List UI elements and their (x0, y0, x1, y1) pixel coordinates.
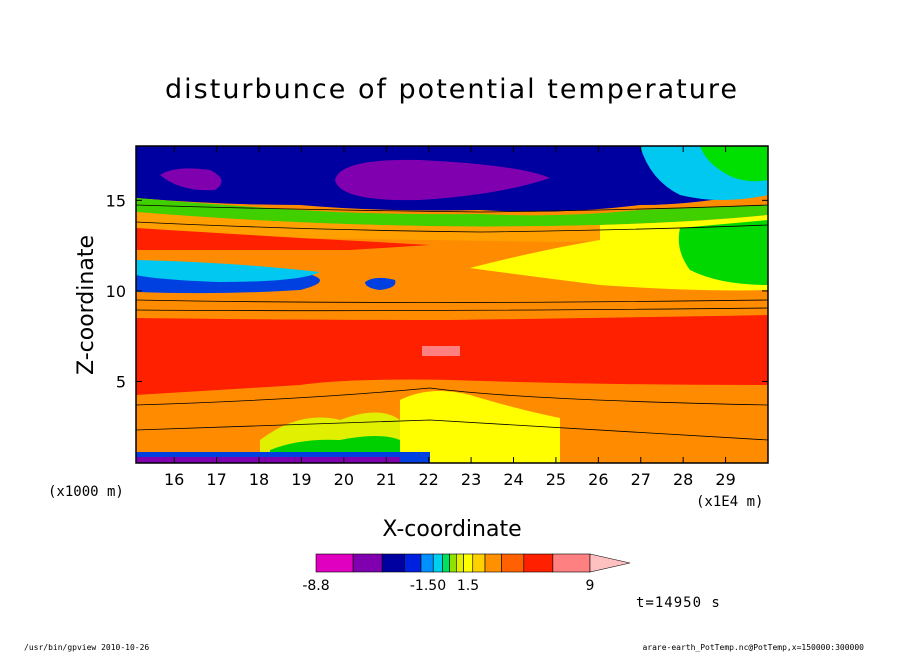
colorbar-swatch (472, 553, 486, 573)
y-tick-label: 5 (116, 372, 126, 391)
y-unit-label: (x1000 m) (48, 484, 124, 500)
colorbar-swatch (381, 553, 405, 573)
x-tick-label: 24 (503, 470, 523, 489)
purple-small (160, 168, 222, 191)
colorbar-swatch (432, 553, 443, 573)
colorbar-swatch (420, 553, 434, 573)
x-tick-label: 18 (249, 470, 269, 489)
time-label: t=14950 s (636, 595, 721, 611)
colorbar (315, 553, 631, 573)
colorbar-swatch (501, 553, 525, 573)
colorbar-swatch (352, 553, 383, 573)
x-tick-label: 26 (588, 470, 608, 489)
x-tick-label: 22 (418, 470, 438, 489)
colorbar-label: 9 (586, 578, 595, 594)
footer-left-text: /usr/bin/gpview 2010-10-26 (24, 643, 150, 652)
green-band (136, 198, 768, 227)
colorbar-label: 1.5 (457, 578, 479, 594)
x-tick-label: 20 (334, 470, 354, 489)
x-axis-ticks: 16 17 18 19 20 21 22 23 24 25 26 27 28 29 (164, 146, 736, 489)
colorbar-swatch (449, 553, 457, 573)
colorbar-swatch (484, 553, 502, 573)
cyan-band-mid (136, 260, 320, 282)
x-tick-label: 21 (376, 470, 396, 489)
x-tick-label: 27 (631, 470, 651, 489)
x-axis-label: X-coordinate (382, 517, 521, 542)
footer-right-text: arare-earth_PotTemp.nc@PotTemp,x=150000:… (642, 643, 864, 652)
chart-title: disturbunce of potential temperature (165, 74, 739, 105)
colorbar-swatch (463, 553, 474, 573)
colorbar-swatch (552, 553, 591, 573)
green-right (678, 220, 768, 285)
x-tick-label: 19 (291, 470, 311, 489)
x-tick-label: 17 (206, 470, 226, 489)
colorbar-swatch (523, 553, 554, 573)
y-axis-ticks: 5 10 15 (106, 191, 768, 391)
red-band-upper (136, 228, 430, 250)
x-tick-label: 25 (546, 470, 566, 489)
x-tick-label: 23 (461, 470, 481, 489)
upper-green-band (700, 146, 768, 182)
x-unit-label: (x1E4 m) (696, 494, 763, 510)
colorbar-swatch (456, 553, 464, 573)
colorbar-swatch (442, 553, 450, 573)
contour-lines (136, 204, 768, 441)
colorbar-label: -1.50 (410, 578, 446, 594)
y-tick-label: 10 (106, 282, 126, 301)
y-axis-label: Z-coordinate (74, 235, 99, 375)
contour-field (136, 146, 768, 463)
x-tick-label: 16 (164, 470, 184, 489)
blue-small-mid (365, 277, 396, 290)
colorbar-swatch (404, 553, 422, 573)
bottom-purple (136, 457, 400, 463)
colorbar-label: -8.8 (302, 578, 329, 594)
x-tick-label: 28 (673, 470, 693, 489)
purple-core (335, 159, 550, 201)
pink-patch (422, 346, 460, 356)
colorbar-arrow-tip (589, 553, 631, 573)
x-tick-label: 29 (715, 470, 735, 489)
plot-frame (135, 145, 769, 464)
colorbar-swatch (315, 553, 354, 573)
y-tick-label: 15 (106, 191, 126, 210)
colorbar-labels: -8.8 -1.50 1.5 9 (302, 578, 594, 594)
lower-yellow (400, 391, 560, 463)
